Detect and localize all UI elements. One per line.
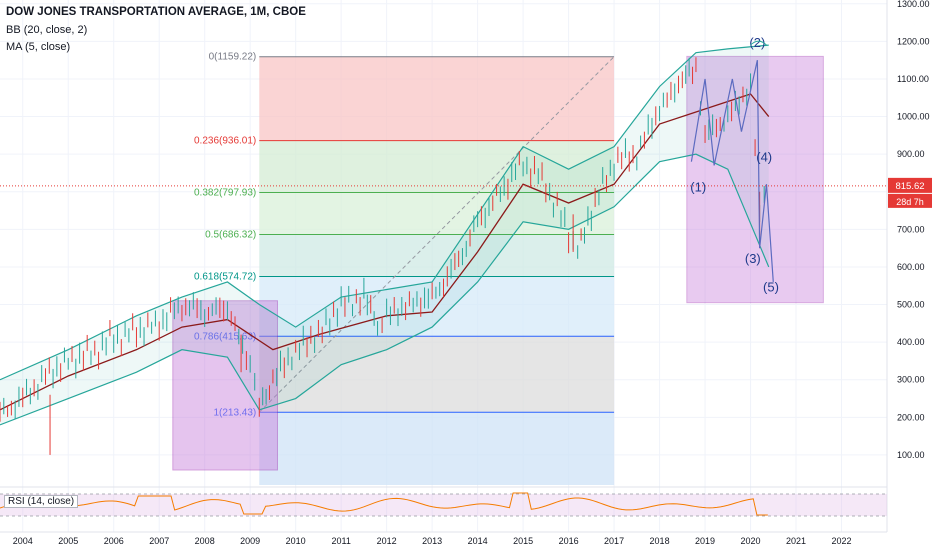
x-tick-label: 2018 (650, 536, 670, 546)
y-tick-label: 600.00 (897, 262, 925, 272)
x-tick-label: 2021 (786, 536, 806, 546)
x-tick-label: 2007 (149, 536, 169, 546)
bollinger-fill (0, 45, 769, 425)
y-tick-label: 1200.00 (897, 36, 930, 46)
x-tick-label: 2014 (468, 536, 488, 546)
x-tick-label: 2012 (377, 536, 397, 546)
legend-bb[interactable]: BB (20, close, 2) (6, 24, 88, 36)
x-tick-label: 2006 (104, 536, 124, 546)
x-tick-label: 2019 (695, 536, 715, 546)
fib-zone (259, 336, 615, 413)
countdown-label-box (888, 193, 932, 208)
wave-box-2008 (172, 300, 278, 471)
y-tick-label: 200.00 (897, 412, 925, 422)
moving-average-line (0, 93, 770, 411)
price-label: 815.62 28d 7h (888, 177, 932, 208)
fib-zone-extension (259, 412, 615, 485)
wave-label-4: (4) (756, 150, 772, 165)
price-label-value: 815.62 (895, 181, 924, 192)
x-tick-label: 2008 (195, 536, 215, 546)
rsi-line (0, 492, 768, 516)
fib-zone (259, 234, 615, 277)
wave-box-2020 (686, 55, 824, 304)
x-tick-label: 2011 (331, 536, 350, 546)
bollinger-upper-line (0, 44, 769, 381)
y-tick-label: 900.00 (897, 149, 925, 159)
x-tick-label: 2022 (831, 536, 851, 546)
countdown-label-value: 28d 7h (896, 197, 924, 207)
fib-zone (259, 140, 615, 193)
fib-zone (259, 56, 615, 141)
fib-level-label: 0.236(936.01) (194, 136, 256, 147)
x-tick-label: 2015 (513, 536, 533, 546)
y-tick-label: 400.00 (897, 337, 925, 347)
x-tick-label: 2009 (240, 536, 260, 546)
x-tick-label: 2010 (286, 536, 306, 546)
y-tick-label: 500.00 (897, 300, 925, 310)
y-tick-label: 1300.00 (897, 0, 930, 9)
bollinger-lower-line (0, 153, 770, 426)
fib-level-label: 0.382(797.93) (194, 188, 256, 199)
x-tick-label: 2016 (559, 536, 579, 546)
x-tick-label: 2005 (58, 536, 78, 546)
wave-label-2: (2) (749, 35, 765, 50)
x-tick-label: 2004 (13, 536, 33, 546)
y-tick-label: 100.00 (897, 450, 925, 460)
fib-level-label: 0.618(574.72) (194, 271, 256, 282)
y-tick-label: 1000.00 (897, 112, 930, 122)
y-tick-label: 700.00 (897, 224, 925, 234)
fib-level-label: 0(1159.22) (209, 52, 257, 63)
legend-ma[interactable]: MA (5, close) (6, 41, 71, 53)
x-tick-label: 2013 (422, 536, 442, 546)
wave-label-5: (5) (763, 279, 779, 294)
elliott-wave-path (690, 60, 774, 283)
wave-2-arc (750, 40, 767, 46)
y-tick-label: 300.00 (897, 375, 925, 385)
x-tick-label: 2020 (741, 536, 761, 546)
wave-label-1: (1) (690, 180, 706, 195)
price-label-box (888, 177, 932, 193)
fib-level-label: 1(213.43) (213, 407, 256, 418)
y-tick-label: 1100.00 (897, 74, 929, 84)
rsi-band (0, 494, 887, 516)
legend-rsi[interactable]: RSI (14, close) (4, 495, 79, 508)
fib-level-label: 0.786(415.63) (194, 331, 256, 342)
chart-title: DOW JONES TRANSPORTATION AVERAGE, 1M, CB… (6, 6, 306, 18)
x-tick-label: 2017 (604, 536, 624, 546)
fib-level-label: 0.5(686.32) (205, 229, 256, 240)
wave-label-3: (3) (745, 251, 761, 266)
